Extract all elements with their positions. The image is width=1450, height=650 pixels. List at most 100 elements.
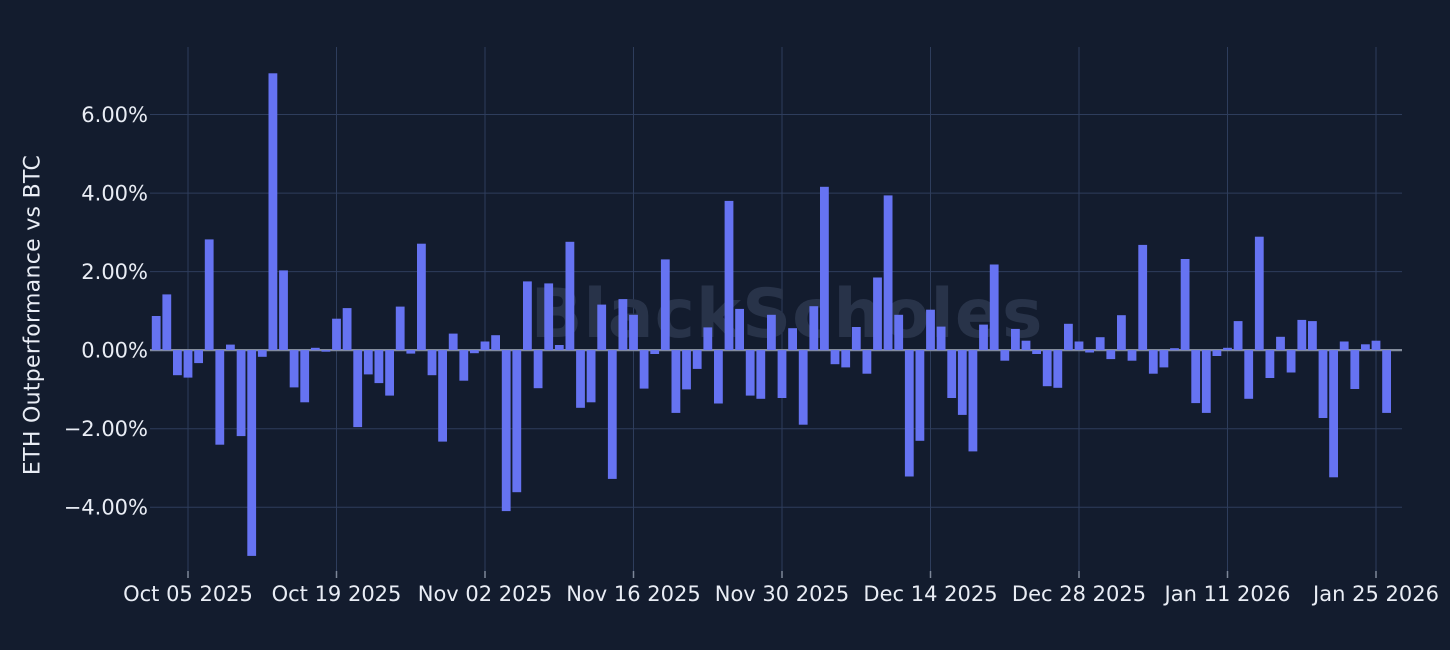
- bar: [629, 314, 638, 351]
- bar: [1212, 350, 1222, 356]
- bar: [374, 350, 384, 384]
- bar: [1339, 341, 1349, 351]
- bar: [1000, 350, 1010, 361]
- bar: [597, 304, 607, 351]
- bar: [883, 195, 893, 351]
- bar: [1308, 321, 1317, 351]
- bar: [427, 350, 437, 376]
- bar: [151, 316, 161, 351]
- bar: [703, 327, 713, 351]
- bar: [279, 270, 288, 351]
- bar: [236, 350, 246, 437]
- x-tick-label: Jan 25 2026: [1311, 582, 1439, 606]
- bar: [1318, 350, 1328, 418]
- bar: [321, 350, 331, 352]
- bar: [968, 350, 978, 452]
- bar: [501, 350, 511, 512]
- bar: [873, 277, 882, 351]
- y-tick-label: 4.00%: [81, 182, 148, 206]
- bar: [820, 186, 829, 351]
- bar: [756, 350, 766, 399]
- bar: [363, 350, 373, 375]
- bar: [1329, 350, 1338, 478]
- bar: [904, 350, 914, 477]
- bar: [1148, 350, 1158, 374]
- bar: [310, 347, 320, 351]
- bar: [300, 350, 310, 403]
- bar: [1254, 236, 1264, 351]
- bar: [618, 299, 628, 351]
- bar: [1042, 350, 1052, 387]
- bar: [226, 344, 235, 351]
- bar: [491, 335, 500, 351]
- bar: [353, 350, 363, 428]
- x-tick-label: Nov 30 2025: [715, 582, 850, 606]
- bar: [671, 350, 681, 413]
- bar: [1064, 323, 1073, 351]
- bar: [544, 283, 554, 351]
- y-tick-label: −2.00%: [64, 417, 148, 441]
- y-tick-labels-layer: 6.00% 4.00% 2.00% 0.00% −2.00% −4.00%: [64, 103, 148, 520]
- bar: [650, 350, 660, 354]
- bar: [1138, 244, 1148, 351]
- bar: [735, 308, 744, 351]
- x-tick-label: Dec 28 2025: [1012, 582, 1146, 606]
- bar: [862, 350, 872, 374]
- bar: [692, 350, 702, 369]
- bar: [342, 308, 352, 351]
- x-tick-label: Dec 14 2025: [863, 582, 997, 606]
- bar: [777, 350, 787, 398]
- bar: [438, 350, 447, 442]
- bar: [162, 294, 172, 351]
- bar: [1074, 341, 1084, 351]
- bar: [1191, 350, 1201, 404]
- bar: [204, 239, 214, 351]
- bar: [565, 241, 575, 351]
- bar: [1201, 350, 1211, 413]
- y-tick-label: 6.00%: [81, 103, 148, 127]
- bar: [215, 350, 225, 445]
- bar: [459, 350, 469, 381]
- bars-layer: [151, 73, 1391, 556]
- x-tick-label: Oct 05 2025: [123, 582, 253, 606]
- bar: [851, 327, 861, 351]
- bar: [682, 350, 691, 390]
- bar: [1361, 344, 1370, 351]
- bar: [183, 350, 193, 378]
- bar: [745, 350, 755, 396]
- bar: [1276, 336, 1285, 351]
- bar: [406, 350, 416, 354]
- x-tick-label: Nov 02 2025: [418, 582, 553, 606]
- x-tick-labels-layer: Oct 05 2025 Oct 19 2025 Nov 02 2025 Nov 16 …: [123, 582, 1439, 606]
- bar: [639, 350, 649, 389]
- bar: [586, 350, 596, 403]
- bar: [607, 350, 617, 479]
- bar: [1170, 348, 1179, 351]
- bar: [660, 259, 670, 351]
- bar: [1053, 350, 1063, 388]
- bar: [448, 333, 458, 351]
- bar: [173, 350, 182, 376]
- bar: [1297, 319, 1307, 351]
- bar: [957, 350, 967, 415]
- bar: [417, 243, 426, 351]
- bar: [767, 314, 776, 351]
- bar: [788, 328, 797, 351]
- bar: [1265, 350, 1275, 378]
- bar: [1371, 340, 1381, 351]
- bar: [989, 264, 999, 351]
- bar: [947, 350, 957, 398]
- y-tick-label: 2.00%: [81, 260, 148, 284]
- bar: [1127, 350, 1137, 361]
- x-tick-label: Nov 16 2025: [566, 582, 701, 606]
- bar: [979, 324, 988, 351]
- bar: [1286, 350, 1296, 373]
- gridlines-layer: [150, 47, 1402, 572]
- bar: [247, 350, 257, 556]
- bar: [395, 306, 405, 351]
- tick-marks-layer: [187, 571, 1377, 578]
- bar: [480, 341, 490, 351]
- bar: [1095, 337, 1105, 351]
- bar: [926, 309, 935, 351]
